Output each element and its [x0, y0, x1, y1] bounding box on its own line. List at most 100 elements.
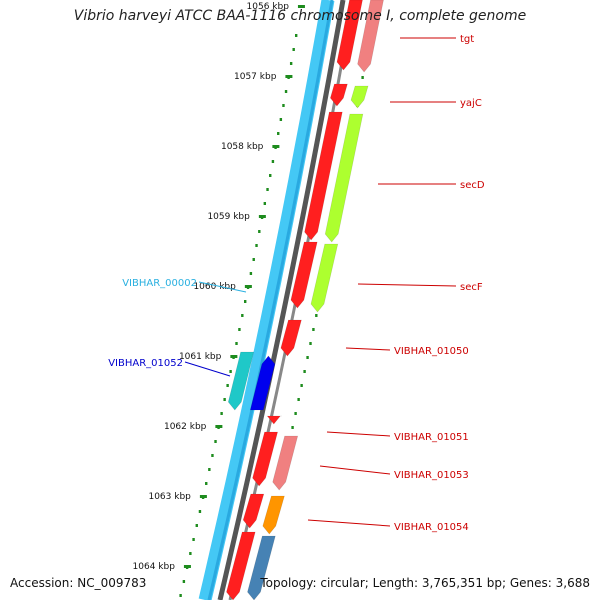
tick-mark: [183, 565, 191, 568]
map-title: Vibrio harveyi ATCC BAA-1116 chromosome …: [73, 8, 527, 24]
left-dot: [189, 552, 192, 555]
gene-01051-b: [252, 431, 278, 487]
axis-band: [198, 0, 335, 602]
tick-label: 1059 kbp: [207, 212, 250, 222]
left-dot: [252, 258, 255, 261]
gene-01053: [272, 435, 299, 491]
gene-label-vibhar_00002: VIBHAR_00002: [122, 278, 197, 289]
left-dot: [255, 244, 258, 247]
left-dot: [208, 468, 211, 471]
left-dot: [279, 118, 283, 121]
gene-01055: [226, 531, 256, 601]
left-dot: [211, 454, 214, 457]
gene-label-tgt: tgt: [460, 34, 474, 45]
left-dot: [205, 482, 208, 485]
tick-label: 1061 kbp: [179, 352, 222, 362]
gene-label-vibhar_01051: VIBHAR_01051: [394, 432, 469, 443]
tick-mark: [230, 355, 238, 358]
right-dot: [294, 412, 297, 415]
gene-secD-a: [304, 111, 343, 241]
tick-mark: [244, 285, 252, 288]
left-dot: [235, 342, 238, 345]
left-dot: [294, 34, 298, 37]
gene-01052: [249, 355, 276, 411]
left-dot: [214, 440, 217, 443]
gene-01051: [266, 415, 282, 425]
gene-01050: [280, 319, 302, 357]
label-leader: [319, 465, 391, 475]
gene-label-vibhar_01054: VIBHAR_01054: [394, 522, 469, 533]
left-dot: [179, 594, 182, 597]
left-dot: [249, 272, 253, 275]
gene-01054: [262, 495, 285, 535]
gene-label-yajc: yajC: [460, 98, 482, 109]
gene-secD-b: [324, 113, 364, 243]
tick-mark: [272, 145, 280, 148]
left-dot: [258, 230, 261, 233]
left-dot: [277, 132, 280, 135]
left-dot: [223, 398, 226, 401]
left-dot: [238, 328, 241, 331]
left-dot: [229, 370, 232, 373]
left-dot: [244, 300, 247, 303]
label-leader: [345, 347, 391, 351]
left-dot: [292, 48, 295, 51]
tick-mark: [297, 5, 305, 8]
right-dot: [309, 342, 312, 345]
gene-features: [226, 0, 384, 601]
gene-labels: tgt yajC secD secF VIBHAR_01050 VIBHAR_01051 V…: [108, 34, 485, 533]
right-dot: [291, 426, 294, 429]
gene-label-vibhar_01053: VIBHAR_01053: [394, 470, 469, 481]
gene-label-secf: secF: [460, 282, 483, 293]
label-leader: [307, 519, 391, 527]
label-leader: [357, 283, 457, 287]
tick-label: 1064 kbp: [133, 562, 176, 572]
gene-secF-a: [290, 241, 318, 309]
tick-mark: [215, 425, 223, 428]
right-dot: [312, 328, 315, 331]
left-dot: [284, 90, 288, 93]
right-dot: [300, 384, 303, 387]
backbone-line: [217, 0, 346, 601]
left-dot: [289, 62, 293, 65]
tick-label: 1063 kbp: [148, 492, 191, 502]
tick-mark: [258, 215, 266, 218]
tick-label: 1058 kbp: [221, 142, 264, 152]
gene-label-vibhar_01052: VIBHAR_01052: [108, 358, 183, 369]
gene-yajC-a: [330, 83, 348, 107]
left-dot: [192, 538, 195, 541]
left-dot: [198, 510, 202, 513]
gene-tgt-b: [357, 0, 384, 73]
gene-label-secd: secD: [460, 180, 485, 191]
tick-label: 1056 kbp: [247, 2, 290, 12]
gene-01053-b: [242, 493, 265, 529]
label-leader: [198, 281, 247, 293]
right-dot: [315, 314, 318, 317]
label-leader: [184, 361, 231, 377]
right-dot: [297, 398, 300, 401]
tick-label: 1062 kbp: [164, 422, 207, 432]
accession-text: Accession: NC_009783: [10, 576, 147, 590]
kbp-ticks: 1056 kbp 1057 kbp 1058 kbp 1059 kbp 1060 kbp…: [133, 2, 305, 572]
left-dot: [241, 314, 244, 317]
right-dot: [306, 356, 309, 359]
left-dot: [195, 524, 198, 527]
tick-label: 1060 kbp: [193, 282, 236, 292]
left-dot: [263, 202, 267, 205]
left-dot: [182, 580, 186, 583]
right-dot: [361, 76, 364, 79]
left-dot: [282, 104, 285, 107]
label-leader: [326, 431, 391, 437]
tick-label: 1057 kbp: [234, 72, 277, 82]
right-dot: [303, 370, 306, 373]
axis-band-edge: [207, 0, 334, 601]
tick-mark: [199, 495, 207, 498]
gene-tgt-a: [336, 0, 363, 71]
gene-01056: [247, 535, 276, 601]
left-dot: [226, 384, 229, 387]
gene-secF-b: [310, 243, 339, 313]
gene-00002: [227, 351, 255, 411]
left-dot: [269, 174, 272, 177]
topology-summary: Topology: circular; Length: 3,765,351 bp…: [260, 576, 590, 590]
